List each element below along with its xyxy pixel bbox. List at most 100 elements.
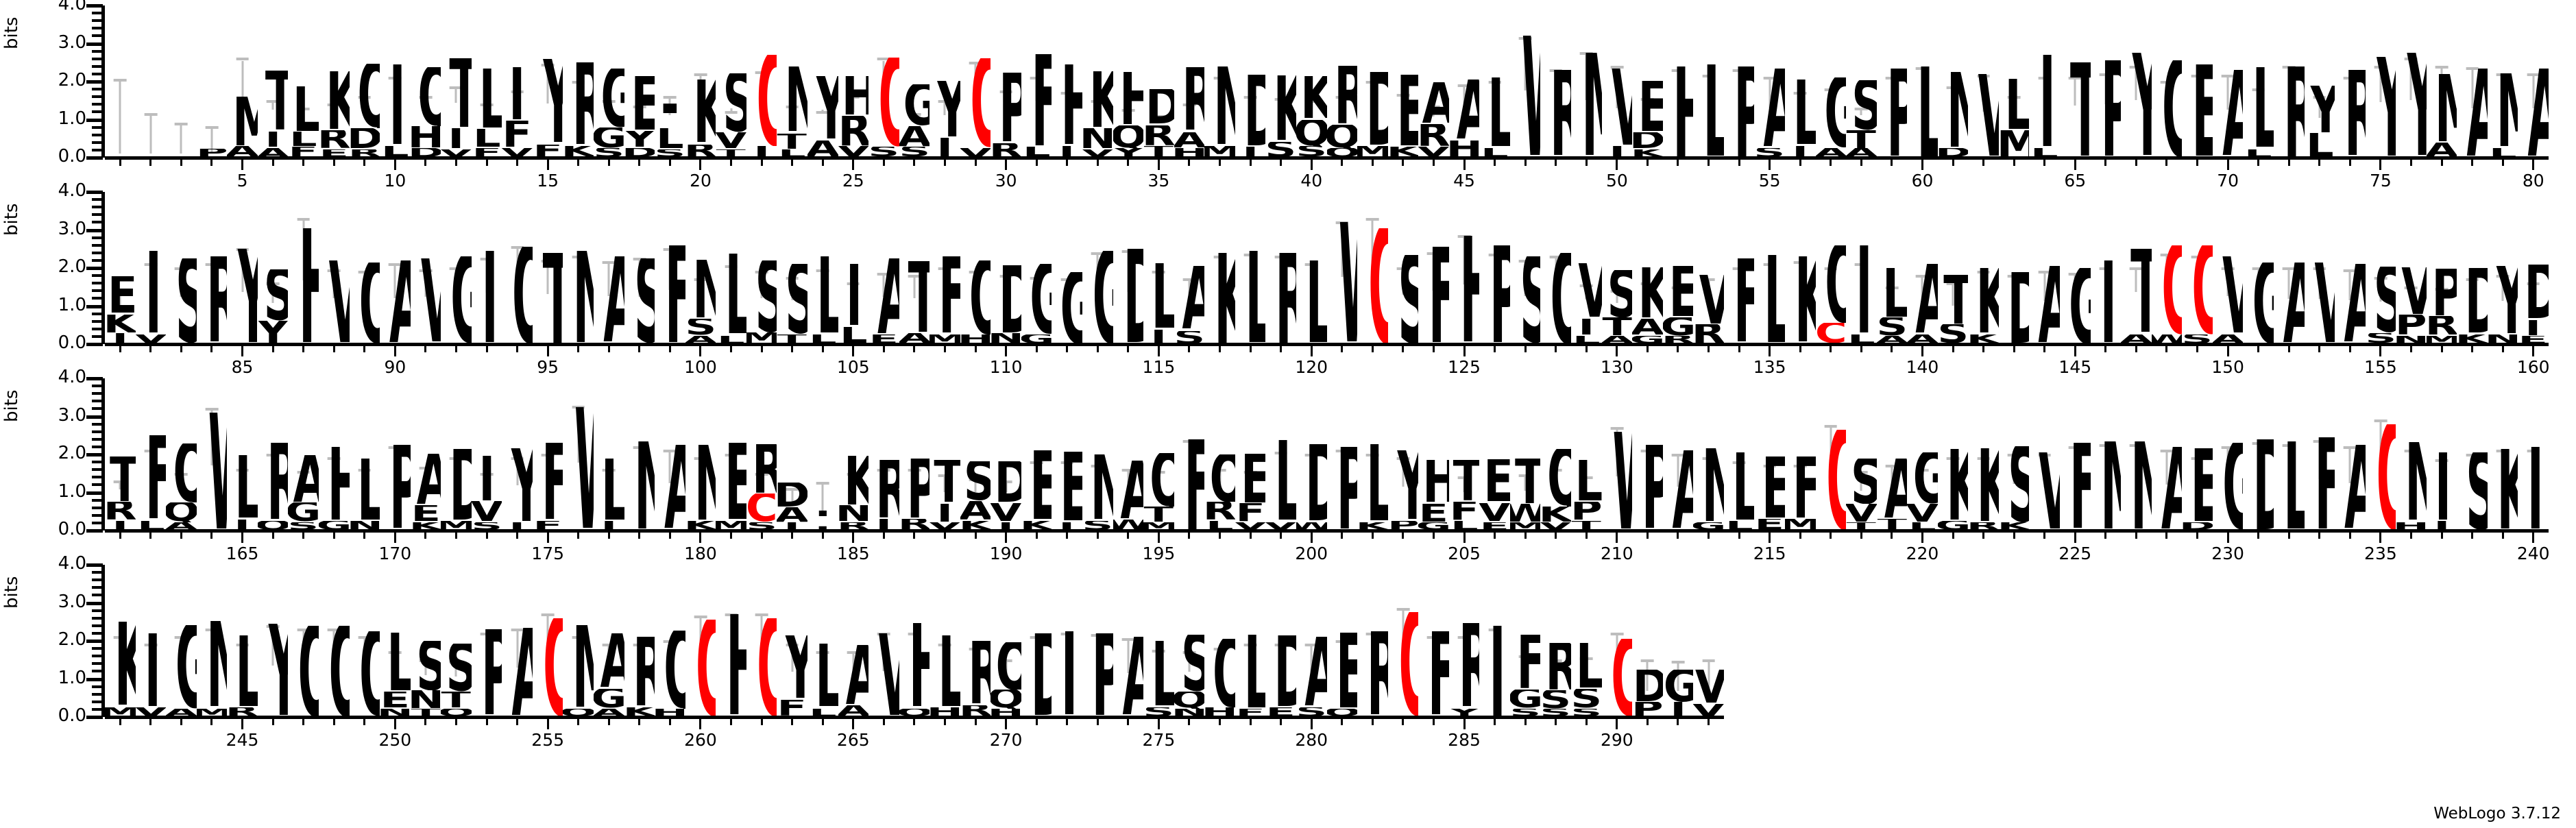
x-tick-minor <box>424 719 427 725</box>
x-tick-minor <box>1432 160 1435 166</box>
logo-stack: DM <box>1357 5 1388 158</box>
error-bar <box>730 108 733 112</box>
y-tick-minor <box>92 221 103 224</box>
letter-stack: TFL <box>1449 460 1479 531</box>
residue-cysteine: C <box>746 55 777 146</box>
residue-letter: L <box>1206 521 1234 531</box>
error-bar <box>1157 473 1160 488</box>
x-tick-label: 265 <box>836 730 870 750</box>
x-tick-minor <box>577 160 580 166</box>
error-bar-cap <box>1274 644 1288 647</box>
residue-letter: A <box>1877 459 1907 520</box>
logo-stack: NM <box>1204 5 1235 158</box>
logo-stack: DN <box>991 192 1021 344</box>
error-bar <box>943 269 946 296</box>
residue-letter: K <box>2488 449 2518 531</box>
residue-letter: L <box>1754 255 1785 344</box>
x-tick-label: 200 <box>1295 544 1328 563</box>
error-bar <box>974 64 977 103</box>
letter-stack: SK <box>1999 446 2030 531</box>
x-tick-minor <box>1555 346 1557 352</box>
x-tick-major <box>1005 346 1008 356</box>
residue-letter: G <box>1693 522 1724 531</box>
letter-stack: LN <box>350 459 380 531</box>
logo-stack: TS <box>1938 192 1969 344</box>
y-tick-minor <box>92 609 103 612</box>
x-tick-label: 90 <box>384 357 406 377</box>
y-tick-label: 4.0 <box>58 367 86 387</box>
y-tick-minor <box>92 461 103 464</box>
letter-stack: W <box>563 407 594 531</box>
letter-stack: YA <box>807 76 838 158</box>
error-bar <box>454 89 457 103</box>
letter-stack: TWM <box>1510 459 1541 531</box>
x-tick-minor <box>1432 346 1435 352</box>
letter-stack: TIV <box>441 58 472 158</box>
error-bar-cap <box>1396 457 1410 461</box>
x-tick-minor <box>454 346 457 352</box>
x-tick-major <box>393 346 396 356</box>
letter-stack: STA <box>1846 80 1877 158</box>
error-bar <box>2257 90 2260 108</box>
error-bar <box>1708 460 1710 485</box>
logo-stack: Q <box>319 565 350 717</box>
letter-stack: YI <box>502 448 533 531</box>
y-tick-minor <box>92 49 103 53</box>
error-bar <box>1035 639 1038 671</box>
error-bar-cap <box>1365 217 1379 221</box>
x-tick-major <box>1769 160 1771 170</box>
x-tick-minor <box>1035 160 1038 166</box>
x-tick-minor <box>1799 160 1801 166</box>
error-bar-cap <box>2313 267 2326 270</box>
logo-stack: I <box>472 192 502 344</box>
letter-stack: Y <box>2396 53 2427 158</box>
x-tick-major <box>2532 160 2535 170</box>
residue-letter: F <box>2060 443 2090 531</box>
y-tick-minor <box>92 624 103 627</box>
residue-letter: D <box>991 265 1021 334</box>
error-bar <box>1035 80 1038 101</box>
logo-stack: V <box>2305 192 2335 344</box>
letter-stack: I <box>1479 626 1510 717</box>
error-bar <box>2043 80 2046 101</box>
residue-cysteine: C <box>1602 639 1632 717</box>
logo-stack: LI <box>1143 192 1174 344</box>
logo-stack: G <box>2243 192 2274 344</box>
logo-stack: G <box>2213 378 2243 531</box>
residue-letter: M <box>1204 146 1235 158</box>
error-bar-cap <box>969 478 982 481</box>
residue-letter: Q <box>991 642 1021 690</box>
residue-letter: S <box>685 318 716 336</box>
error-bar-cap <box>602 99 616 103</box>
error-bar-cap <box>2252 88 2265 91</box>
logo-stack: D <box>1113 192 1143 344</box>
x-tick-minor <box>1402 346 1405 352</box>
letter-stack: STA <box>1602 270 1633 344</box>
x-tick-minor <box>1127 346 1130 352</box>
residue-letter: M <box>1510 522 1541 531</box>
letter-stack: DM <box>441 449 472 531</box>
x-tick-minor <box>607 160 610 166</box>
residue-letter: R <box>1540 643 1571 690</box>
x-tick-major <box>1005 719 1008 729</box>
logo-stack: VI <box>1602 5 1632 158</box>
error-bar <box>668 452 671 484</box>
error-bar <box>699 618 702 664</box>
residue-letter: L <box>1847 334 1875 344</box>
error-bar-cap <box>877 273 890 276</box>
residue-letter: L <box>1999 79 2030 130</box>
error-bar <box>2013 456 2015 485</box>
error-bar-cap <box>1427 476 1440 480</box>
letter-stack: GA <box>1816 77 1847 158</box>
error-bar-cap <box>755 472 768 476</box>
residue-cysteine: C <box>960 58 991 147</box>
residue-letter: T <box>716 149 746 158</box>
logo-stack: QH <box>960 192 991 344</box>
logo-stack: KR <box>685 5 716 158</box>
logo-stack: RY <box>1449 565 1480 717</box>
error-bar-cap <box>2343 446 2357 449</box>
error-bar-cap <box>1702 75 1715 78</box>
x-tick-minor <box>1341 346 1344 352</box>
error-bar <box>760 273 763 298</box>
error-bar <box>2104 75 2107 105</box>
